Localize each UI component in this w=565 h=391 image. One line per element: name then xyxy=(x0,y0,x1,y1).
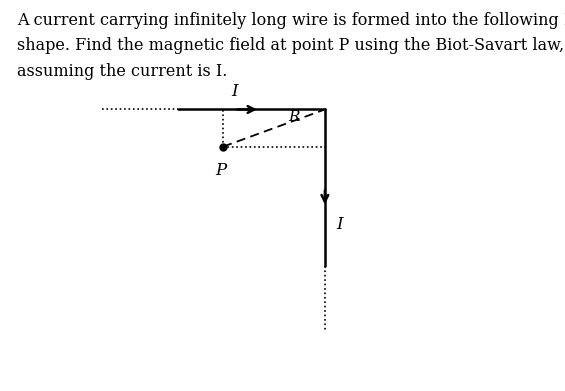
Text: A current carrying infinitely long wire is formed into the following L-: A current carrying infinitely long wire … xyxy=(17,12,565,29)
Text: I: I xyxy=(336,216,343,233)
Text: I: I xyxy=(231,83,238,100)
Text: assuming the current is I.: assuming the current is I. xyxy=(17,63,227,79)
Text: shape. Find the magnetic field at point P using the Biot-Savart law,: shape. Find the magnetic field at point … xyxy=(17,37,564,54)
Text: R: R xyxy=(288,110,299,124)
Text: P: P xyxy=(215,162,226,179)
